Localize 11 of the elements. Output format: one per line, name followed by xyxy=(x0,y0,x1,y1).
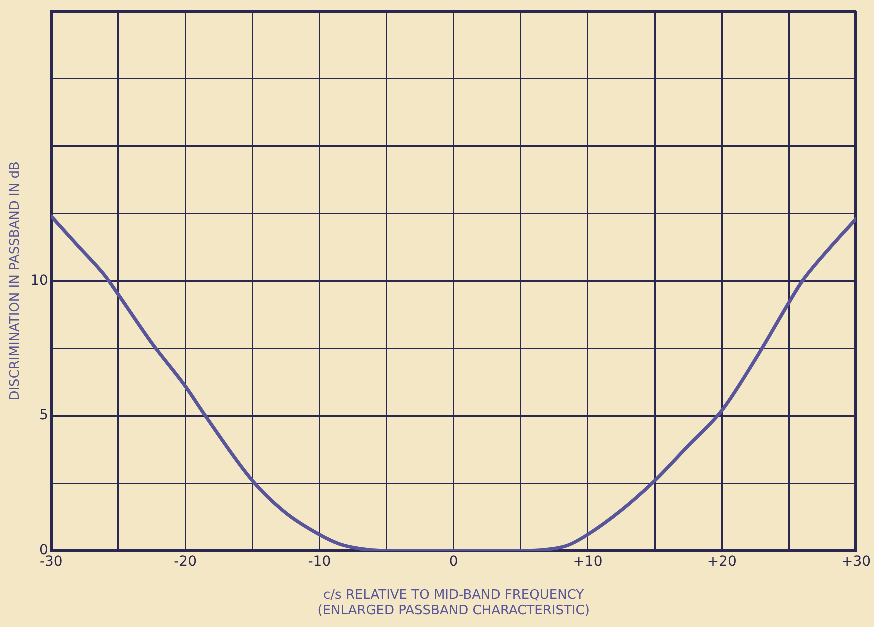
x-tick-label: +20 xyxy=(707,554,737,570)
y-axis-title: DISCRIMINATION IN PASSBAND IN dB xyxy=(8,162,24,401)
y-tick-label: 10 xyxy=(30,272,48,289)
x-tick-label: -30 xyxy=(40,554,63,570)
x-tick-label: -10 xyxy=(308,554,332,570)
y-tick-label: 5 xyxy=(39,408,48,424)
x-tick-label: +30 xyxy=(841,554,871,570)
x-tick-label: -20 xyxy=(174,554,197,570)
x-tick-label: 0 xyxy=(449,554,458,570)
x-tick-label: +10 xyxy=(573,554,603,570)
x-axis-title: c/s RELATIVE TO MID-BAND FREQUENCY (ENLARGED PASSBAND CHARACTERISTIC) xyxy=(318,588,590,619)
